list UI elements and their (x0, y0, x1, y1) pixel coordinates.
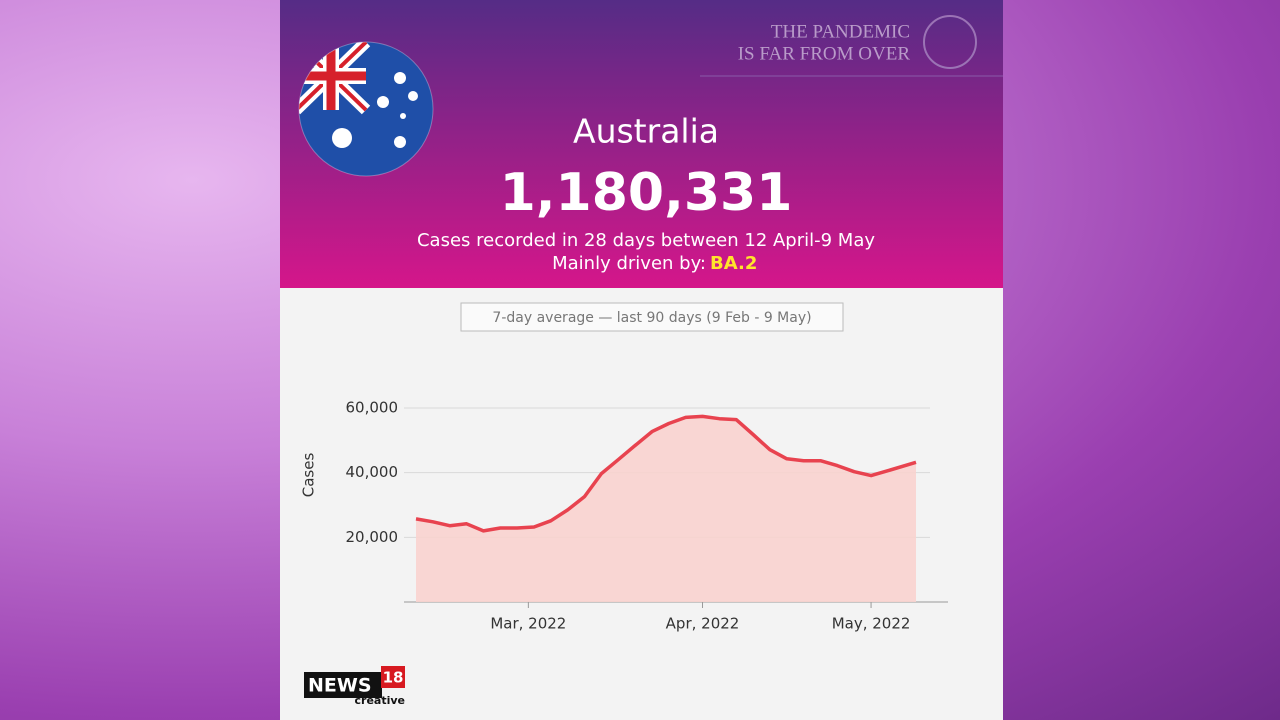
y-axis-label: Cases (300, 453, 318, 498)
x-tick-label: Apr, 2022 (666, 615, 740, 633)
subtitle: 7-day average — last 90 days (9 Feb - 9 … (492, 310, 811, 326)
y-tick-label: 20,000 (346, 528, 399, 546)
banner-text: THE PANDEMIC (771, 21, 910, 42)
driver: BA.2 (710, 253, 757, 274)
virus-icon (923, 15, 977, 69)
logo-box (304, 672, 382, 698)
logo-number: 18 (383, 669, 404, 687)
line (415, 414, 917, 533)
flag-rim (298, 41, 434, 177)
area (416, 416, 916, 602)
y-tick-label: 40,000 (346, 463, 399, 481)
total: 1,180,331 (500, 163, 793, 223)
x-tick-label: May, 2022 (832, 615, 911, 633)
driver-label: Mainly driven by: (552, 253, 706, 274)
logo-news: NEWS (308, 675, 372, 697)
y-tick-label: 60,000 (346, 399, 399, 417)
logo-num-box (381, 666, 405, 688)
infographic: THE PANDEMIC IS FAR FROM OVER Australia … (280, 0, 1003, 720)
subtitle-box (460, 302, 844, 332)
logo-sub: creative (355, 694, 406, 707)
banner-text: IS FAR FROM OVER (738, 43, 911, 64)
x-tick-label: Mar, 2022 (490, 615, 566, 633)
country: Australia (573, 112, 719, 151)
description: Cases recorded in 28 days between 12 Apr… (417, 230, 875, 251)
